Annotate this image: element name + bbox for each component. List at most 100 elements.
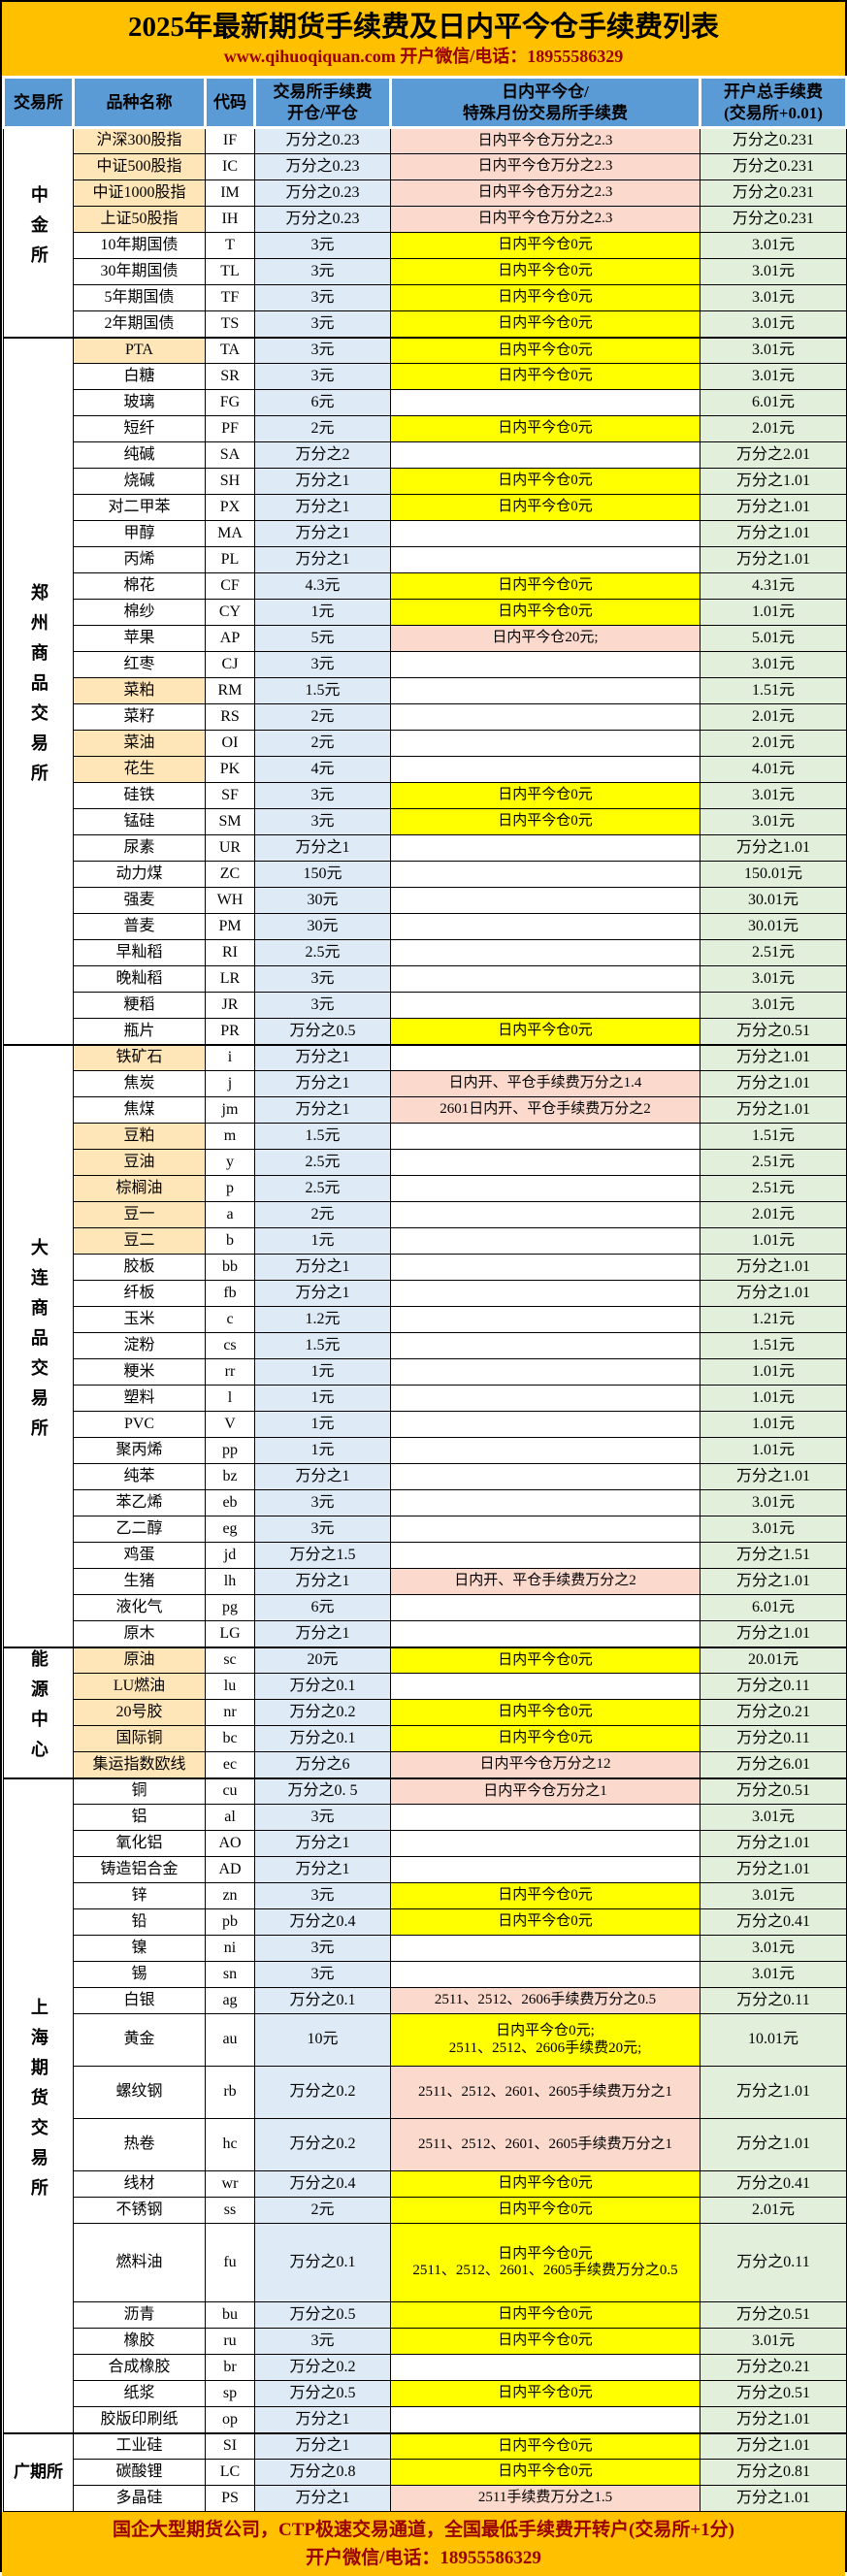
product-name: 豆一 xyxy=(73,1201,206,1228)
product-name: 5年期国债 xyxy=(73,284,206,311)
table-row: 不锈钢 ss 2元 日内平今仓0元 2.01元 xyxy=(4,2197,847,2224)
total-fee: 万分之1.01 xyxy=(700,1070,847,1097)
table-row: 玉米 c 1.2元 1.21元 xyxy=(4,1306,847,1333)
exchange-fee: 万分之1 xyxy=(254,494,391,521)
intraday-note xyxy=(390,1227,700,1255)
total-fee: 万分之1.01 xyxy=(700,1568,847,1595)
exchange-fee: 2.5元 xyxy=(254,1175,391,1202)
product-name: 棕榈油 xyxy=(73,1175,206,1202)
total-fee: 万分之1.01 xyxy=(700,1620,847,1647)
intraday-note xyxy=(390,703,700,731)
exchange-fee: 30元 xyxy=(254,913,391,940)
product-name: 热卷 xyxy=(73,2118,206,2171)
product-name: 合成橡胶 xyxy=(73,2354,206,2381)
col-header-fee: 交易所手续费 开仓/平仓 xyxy=(253,76,392,129)
intraday-note xyxy=(390,389,700,416)
product-code: op xyxy=(205,2406,255,2433)
exchange-fee: 万分之1.5 xyxy=(254,1542,391,1569)
intraday-note xyxy=(390,1306,700,1333)
intraday-note xyxy=(390,887,700,914)
exchange-fee: 万分之6 xyxy=(254,1751,391,1778)
intraday-note xyxy=(390,1620,700,1647)
intraday-note: 日内平今仓0元 xyxy=(390,2459,700,2486)
product-code: ss xyxy=(205,2197,255,2224)
exchange-fee: 2元 xyxy=(254,415,391,442)
product-code: OI xyxy=(205,730,255,757)
product-name: 棉纱 xyxy=(73,599,206,626)
table-row: 红枣 CJ 3元 3.01元 xyxy=(4,651,847,678)
intraday-note: 日内平今仓万分之1 xyxy=(390,1777,700,1805)
intraday-note: 日内平今仓0元 xyxy=(390,258,700,285)
exchange-fee: 万分之0.23 xyxy=(254,153,391,180)
exchange-fee: 3元 xyxy=(254,782,391,809)
product-code: sn xyxy=(205,1961,255,1988)
total-fee: 2.01元 xyxy=(700,703,847,731)
table-row: 早籼稻 RI 2.5元 2.51元 xyxy=(4,939,847,966)
table-row: 液化气 pg 6元 6.01元 xyxy=(4,1594,847,1621)
product-name: 碳酸锂 xyxy=(73,2459,206,2486)
exchange-fee: 万分之0.2 xyxy=(254,2354,391,2381)
product-code: jm xyxy=(205,1096,255,1124)
product-code: T xyxy=(205,232,255,259)
exchange-fee: 3元 xyxy=(254,1516,391,1543)
product-code: PX xyxy=(205,494,255,521)
exchange-fee: 万分之0.23 xyxy=(254,126,391,154)
total-fee: 万分之0.21 xyxy=(700,2354,847,2381)
exchange-label: 中金所 xyxy=(3,126,74,338)
product-name: 纯苯 xyxy=(73,1463,206,1490)
product-name: 菜油 xyxy=(73,730,206,757)
total-fee: 3.01元 xyxy=(700,2328,847,2355)
product-code: cs xyxy=(205,1332,255,1359)
product-name: 玻璃 xyxy=(73,389,206,416)
product-code: IM xyxy=(205,179,255,207)
exchange-fee: 万分之0.23 xyxy=(254,206,391,233)
total-fee: 3.01元 xyxy=(700,310,847,338)
table-row: 纯碱 SA 万分之2 万分之2.01 xyxy=(4,441,847,469)
product-name: 国际铜 xyxy=(73,1725,206,1752)
table-row: 对二甲苯 PX 万分之1 日内平今仓0元 万分之1.01 xyxy=(4,494,847,521)
product-code: p xyxy=(205,1175,255,1202)
product-name: LU燃油 xyxy=(73,1673,206,1700)
table-row: 纤板 fb 万分之1 万分之1.01 xyxy=(4,1280,847,1307)
product-name: 早籼稻 xyxy=(73,939,206,966)
exchange-fee: 20元 xyxy=(254,1646,391,1674)
intraday-note: 日内平今仓万分之2.3 xyxy=(390,179,700,207)
product-code: hc xyxy=(205,2118,255,2171)
intraday-note: 日内平今仓0元 xyxy=(390,2328,700,2355)
exchange-fee: 1元 xyxy=(254,1411,391,1438)
exchange-fee: 万分之1 xyxy=(254,2431,391,2460)
product-name: 10年期国债 xyxy=(73,232,206,259)
col-header-total: 开户总手续费 (交易所+0.01) xyxy=(699,76,847,129)
product-code: SI xyxy=(205,2431,255,2460)
product-name: 30年期国债 xyxy=(73,258,206,285)
product-code: IF xyxy=(205,126,255,154)
exchange-label: 上海期货交易所 xyxy=(3,1777,74,2433)
product-code: pg xyxy=(205,1594,255,1621)
total-fee: 万分之1.01 xyxy=(700,834,847,862)
exchange-fee: 150元 xyxy=(254,861,391,888)
total-fee: 万分之0.81 xyxy=(700,2459,847,2486)
product-code: AP xyxy=(205,625,255,652)
product-name: 镍 xyxy=(73,1935,206,1962)
exchange-fee: 万分之1 xyxy=(254,468,391,495)
intraday-note: 日内平今仓0元 2511、2512、2601、2605手续费万分之0.5 xyxy=(390,2223,700,2302)
exchange-fee: 万分之1 xyxy=(254,834,391,862)
product-code: fu xyxy=(205,2223,255,2302)
table-row: 焦煤 jm 万分之1 2601日内开、平仓手续费万分之2 万分之1.01 xyxy=(4,1096,847,1124)
total-fee: 万分之0.21 xyxy=(700,1699,847,1726)
table-row: 镍 ni 3元 3.01元 xyxy=(4,1935,847,1962)
intraday-note xyxy=(390,1673,700,1700)
total-fee: 1.21元 xyxy=(700,1306,847,1333)
table-row: 上海期货交易所铜 cu 万分之0. 5 日内平今仓万分之1 万分之0.51 xyxy=(3,1777,847,2433)
product-code: eb xyxy=(205,1489,255,1516)
product-name: 红枣 xyxy=(73,651,206,678)
intraday-note: 日内平今仓0元 xyxy=(390,2170,700,2198)
total-fee: 万分之0.231 xyxy=(700,126,847,154)
intraday-note: 日内平今仓0元 xyxy=(390,1699,700,1726)
total-fee: 万分之1.01 xyxy=(700,546,847,573)
intraday-note xyxy=(390,939,700,966)
total-fee: 万分之0.11 xyxy=(700,1987,847,2014)
total-fee: 万分之1.01 xyxy=(700,2406,847,2433)
table-row: 豆一 a 2元 2.01元 xyxy=(4,1201,847,1228)
table-row: 棕榈油 p 2.5元 2.51元 xyxy=(4,1175,847,1202)
